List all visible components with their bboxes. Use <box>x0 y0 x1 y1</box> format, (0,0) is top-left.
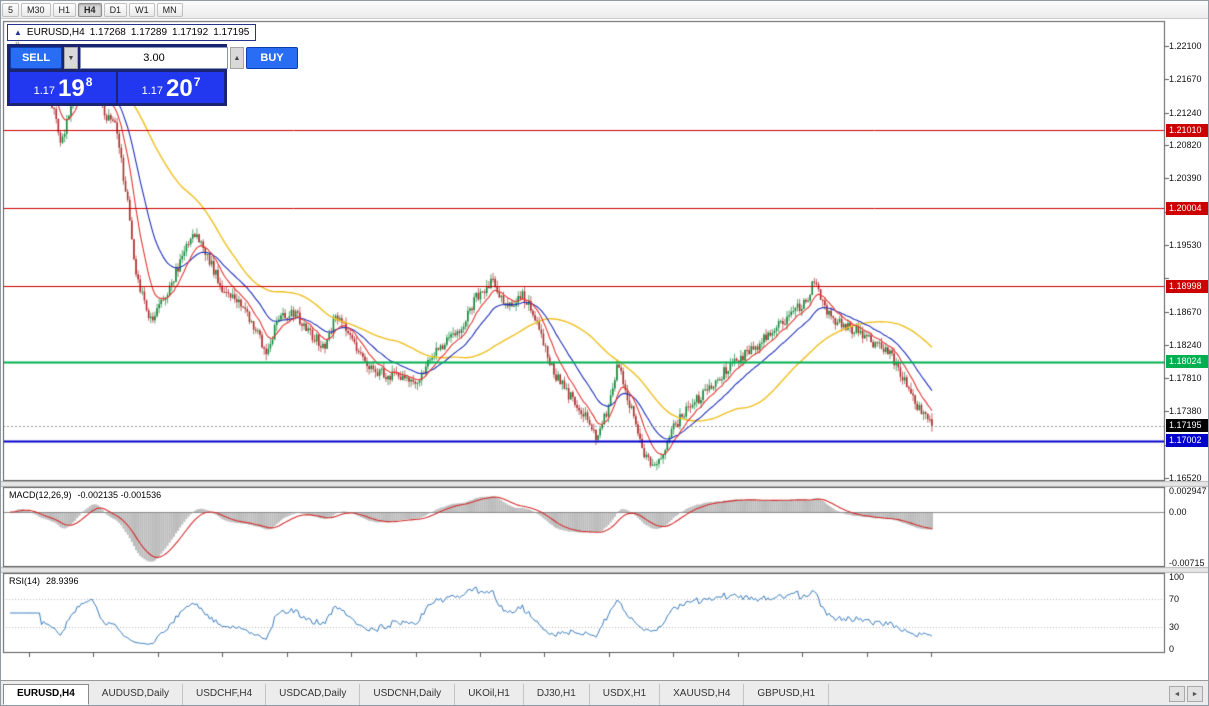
chart-tab-usdchf[interactable]: USDCHF,H4 <box>183 684 267 705</box>
timeframe-button-mn[interactable]: MN <box>156 2 183 17</box>
close-value: 1.17195 <box>213 27 250 38</box>
tab-scroll-controls: ◄ ► <box>1169 686 1203 702</box>
timeframe-toolbar: 5 M30 H1 H4 D1 W1 MN <box>1 1 1208 19</box>
chart-tab-eurusd[interactable]: EURUSD,H4 <box>3 684 89 705</box>
volume-input[interactable] <box>80 47 228 69</box>
open-value: 1.17268 <box>89 27 126 38</box>
ask-small-digits: 1.17 <box>141 85 164 97</box>
macd-indicator-label[interactable]: MACD(12,26,9) -0.002135 -0.001536 <box>9 490 161 500</box>
rsi-value: 28.9396 <box>46 576 79 586</box>
timeframe-button-h1[interactable]: H1 <box>52 2 77 17</box>
chart-tab-usdx[interactable]: USDX,H1 <box>590 684 661 705</box>
tabs-scroll-left-button[interactable]: ◄ <box>1169 686 1185 702</box>
timeframe-button-5[interactable]: 5 <box>2 2 20 17</box>
rsi-name: RSI(14) <box>9 576 41 586</box>
chart-tab-gbpusd[interactable]: GBPUSD,H1 <box>744 684 830 705</box>
sell-button[interactable]: SELL <box>10 47 62 69</box>
collapse-trade-panel-icon[interactable]: ▲ <box>14 28 22 37</box>
rsi-indicator-label[interactable]: RSI(14) 28.9396 <box>9 576 79 586</box>
tabs-scroll-right-button[interactable]: ► <box>1187 686 1203 702</box>
bid-pip-digit: 8 <box>85 75 93 89</box>
volume-increase-button[interactable]: ▲ <box>230 47 244 69</box>
ask-big-digits: 20 <box>166 75 193 102</box>
bid-price-display[interactable]: 1.17 19 8 <box>10 72 116 103</box>
bid-ask-row: 1.17 19 8 1.17 20 7 <box>10 72 224 103</box>
volume-decrease-button[interactable]: ▼ <box>64 47 78 69</box>
chart-tab-ukoil[interactable]: UKOil,H1 <box>455 684 524 705</box>
ohlc-info-box: ▲ EURUSD,H4 1.17268 1.17289 1.17192 1.17… <box>7 24 257 41</box>
chart-tab-xauusd[interactable]: XAUUSD,H4 <box>660 684 745 705</box>
ask-price-display[interactable]: 1.17 20 7 <box>118 72 224 103</box>
ask-pip-digit: 7 <box>193 75 201 89</box>
trade-controls-row: SELL ▼ ▲ BUY <box>10 47 298 69</box>
chart-tab-usdcad[interactable]: USDCAD,Daily <box>266 684 361 705</box>
timeframe-button-d1[interactable]: D1 <box>103 2 128 17</box>
high-value: 1.17289 <box>130 27 168 38</box>
timeframe-button-m30[interactable]: M30 <box>21 2 51 17</box>
low-value: 1.17192 <box>172 27 209 38</box>
chart-tab-dj30[interactable]: DJ30,H1 <box>524 684 590 705</box>
bid-big-digits: 19 <box>58 75 85 102</box>
timeframe-button-h4[interactable]: H4 <box>78 2 102 17</box>
chart-tab-audusd[interactable]: AUDUSD,Daily <box>89 684 184 705</box>
timeframe-button-w1[interactable]: W1 <box>129 2 155 17</box>
symbol-period-label: EURUSD,H4 <box>26 27 85 38</box>
buy-button[interactable]: BUY <box>246 47 298 69</box>
macd-name: MACD(12,26,9) <box>9 490 72 500</box>
chart-tabs: EURUSD,H4 AUDUSD,Daily USDCHF,H4 USDCAD,Dai… <box>3 684 1208 705</box>
chart-tab-bar: EURUSD,H4 AUDUSD,Daily USDCHF,H4 USDCAD,Dai… <box>1 680 1208 705</box>
price-chart-canvas[interactable] <box>1 1 1208 680</box>
chart-tab-usdcnh[interactable]: USDCNH,Daily <box>360 684 456 705</box>
macd-values: -0.002135 -0.001536 <box>77 490 162 500</box>
bid-small-digits: 1.17 <box>33 85 56 97</box>
one-click-trade-panel: SELL ▼ ▲ BUY 1.17 19 8 1.17 20 7 <box>7 44 298 106</box>
